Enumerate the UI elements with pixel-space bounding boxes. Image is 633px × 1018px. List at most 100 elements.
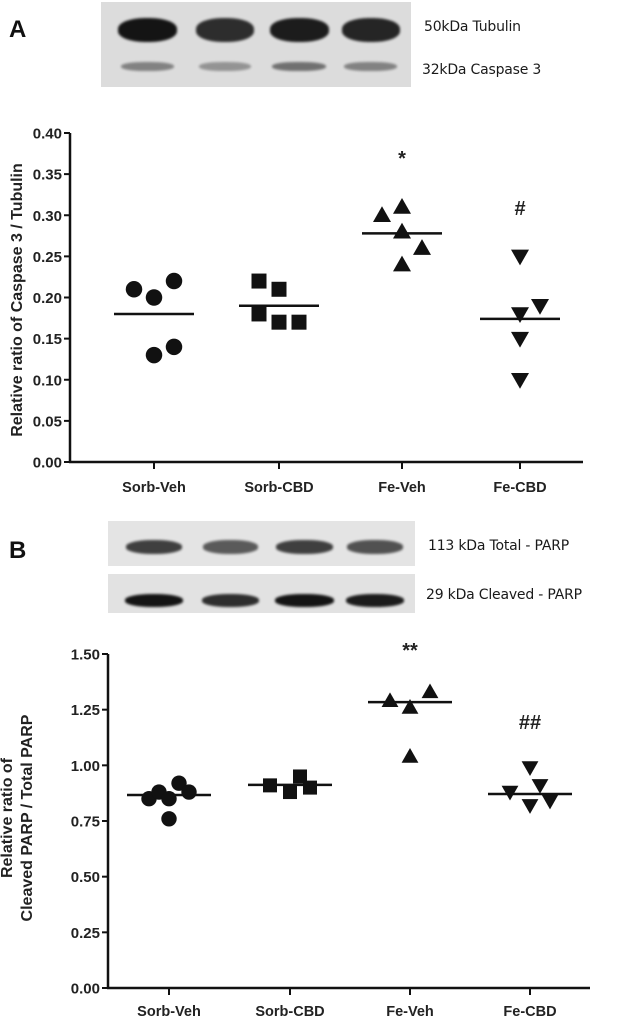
square-marker	[271, 281, 287, 297]
series-fe-cbd: #	[480, 198, 560, 389]
series-sorb-veh	[127, 775, 211, 827]
x-category-label: Fe-Veh	[386, 1004, 434, 1018]
blot-label-cleaved-parp: 29 kDa Cleaved - PARP	[426, 587, 582, 603]
y-axis-label: Relative ratio of	[0, 757, 16, 878]
y-tick-label: 0.10	[33, 372, 62, 389]
square-marker	[291, 314, 307, 330]
triangle-up-marker	[421, 683, 439, 699]
square-marker	[283, 785, 297, 800]
series-sorb-cbd	[248, 769, 332, 800]
x-category-label: Sorb-Veh	[137, 1004, 201, 1018]
y-tick-label: 0.30	[33, 208, 62, 225]
y-tick-label: 0.40	[33, 126, 62, 143]
triangle-down-marker	[511, 249, 529, 266]
series-fe-cbd: ##	[488, 712, 572, 814]
significance-annotation: *	[398, 148, 406, 170]
square-marker	[271, 314, 287, 330]
chart-b-parp-ratio: 0.00 0.25 0.50 0.75 1.00 1.25 1.50 Relative rat…	[0, 640, 590, 1018]
significance-annotation: ##	[519, 712, 541, 734]
blot-band	[275, 594, 334, 607]
triangle-down-marker	[511, 373, 529, 389]
y-tick-label: 0.20	[33, 290, 62, 307]
triangle-down-marker	[511, 307, 529, 323]
x-category-label: Sorb-CBD	[255, 1004, 324, 1018]
square-marker	[251, 273, 267, 289]
blot-band	[120, 62, 175, 71]
triangle-down-marker	[531, 779, 549, 794]
square-marker	[293, 769, 307, 784]
series-sorb-veh	[114, 272, 194, 364]
triangle-up-marker	[373, 206, 391, 222]
triangle-down-marker	[521, 761, 539, 776]
circle-marker	[171, 775, 187, 791]
y-tick-label: 0.50	[71, 869, 100, 886]
y-tick-label: 1.50	[71, 647, 100, 664]
square-marker	[303, 780, 317, 795]
circle-marker	[161, 811, 177, 827]
square-marker	[263, 778, 277, 793]
blot-label-tubulin: 50kDa Tubulin	[424, 19, 521, 35]
x-category-label: Sorb-CBD	[244, 480, 313, 496]
chart-a-caspase3-ratio: 0.00 0.05 0.10 0.15 0.20 0.25 0.30 0.35 0.40 Rela…	[9, 126, 583, 496]
significance-annotation: **	[402, 640, 418, 662]
blot-b-cleaved-parp	[108, 574, 415, 613]
blot-band	[344, 62, 398, 71]
blot-band	[118, 18, 177, 42]
triangle-up-marker	[401, 748, 419, 763]
blot-band	[196, 18, 254, 42]
blot-band	[346, 594, 405, 607]
circle-marker	[145, 346, 163, 364]
series-fe-veh: *	[362, 148, 442, 272]
blot-label-caspase3: 32kDa Caspase 3	[422, 62, 542, 78]
y-tick-label: 0.25	[33, 249, 62, 266]
blot-band	[125, 540, 183, 554]
blot-a-tubulin-caspase	[101, 2, 411, 87]
blot-label-total-parp: 113 kDa Total - PARP	[428, 538, 570, 554]
triangle-down-marker	[501, 785, 519, 801]
x-category-label: Sorb-Veh	[122, 480, 186, 496]
y-tick-label: 0.00	[71, 981, 100, 998]
y-tick-label: 0.15	[33, 331, 62, 348]
triangle-down-marker	[511, 331, 529, 348]
y-tick-label: 0.05	[33, 413, 62, 430]
triangle-down-marker	[531, 298, 549, 315]
triangle-up-marker	[393, 255, 411, 272]
panel-b-letter: B	[9, 537, 27, 564]
blot-band	[272, 62, 327, 71]
y-tick-label: 0.00	[33, 455, 62, 472]
blot-band	[124, 594, 184, 607]
blot-b-total-parp	[108, 521, 415, 566]
circle-marker	[181, 784, 197, 800]
blot-band	[198, 62, 252, 71]
y-tick-label: 1.00	[71, 758, 100, 775]
blot-band	[276, 540, 333, 554]
x-category-label: Fe-Veh	[378, 480, 426, 496]
triangle-down-marker	[541, 794, 559, 810]
blot-band	[202, 594, 260, 607]
blot-band	[347, 540, 403, 554]
triangle-up-marker	[413, 239, 431, 255]
y-tick-label: 0.25	[71, 925, 100, 942]
circle-marker	[125, 281, 143, 298]
blot-band	[203, 540, 259, 554]
square-marker	[251, 306, 267, 322]
series-sorb-cbd	[239, 273, 319, 330]
triangle-up-marker	[393, 222, 411, 239]
series-fe-veh: **	[368, 640, 452, 763]
y-tick-label: 0.75	[71, 814, 100, 831]
triangle-up-marker	[393, 198, 411, 214]
triangle-down-marker	[521, 799, 539, 814]
circle-marker	[165, 272, 183, 290]
y-tick-label: 1.25	[71, 702, 100, 719]
y-axis-label: Cleaved PARP / Total PARP	[19, 714, 36, 921]
y-tick-label: 0.35	[33, 167, 62, 184]
circle-marker	[161, 791, 177, 807]
blot-band	[341, 18, 400, 42]
circle-marker	[145, 289, 163, 306]
triangle-up-marker	[381, 692, 399, 708]
x-category-label: Fe-CBD	[493, 480, 546, 496]
significance-annotation: #	[514, 198, 525, 220]
panel-a-letter: A	[9, 16, 27, 43]
y-axis-label: Relative ratio of Caspase 3 / Tubulin	[9, 163, 26, 437]
